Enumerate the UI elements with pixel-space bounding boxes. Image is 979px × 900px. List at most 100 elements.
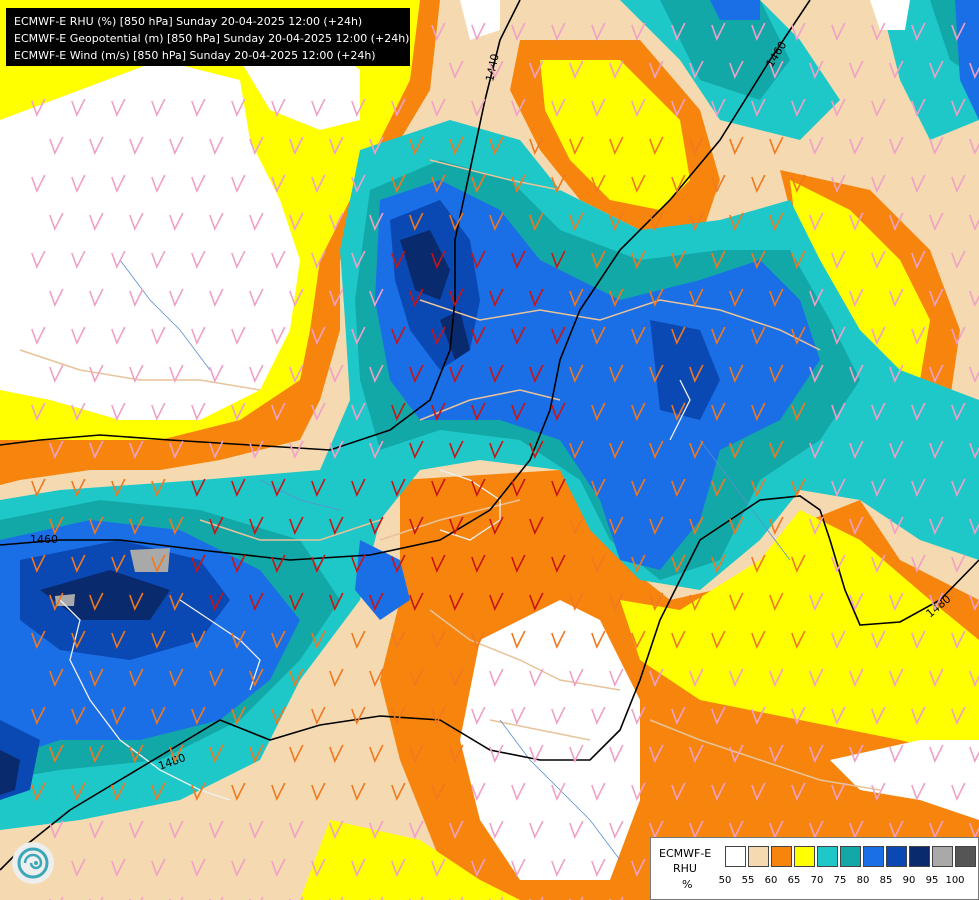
wind-barb	[871, 782, 886, 802]
wind-barb	[431, 706, 446, 726]
wind-barb	[471, 478, 486, 498]
wind-barb	[791, 98, 806, 118]
wind-barb	[831, 174, 846, 194]
wind-barb	[249, 592, 264, 612]
wind-barb	[391, 630, 406, 650]
wind-barb	[329, 592, 344, 612]
wind-barb	[889, 364, 904, 384]
legend-swatch	[909, 846, 930, 867]
wind-barb	[631, 630, 646, 650]
wind-barb	[631, 782, 646, 802]
wind-barb	[809, 212, 824, 232]
wind-barb	[591, 174, 606, 194]
wind-barb	[31, 402, 46, 422]
ecmwf-swirl-icon	[12, 842, 54, 884]
wind-barb	[929, 136, 944, 156]
wind-barb	[129, 820, 144, 840]
wind-barb	[431, 22, 446, 42]
wind-barb	[311, 98, 326, 118]
wind-barb	[809, 136, 824, 156]
wind-barb	[49, 364, 64, 384]
wind-barb	[969, 214, 979, 232]
wind-barb	[889, 60, 904, 80]
wind-barb	[369, 364, 384, 384]
wind-barb	[369, 592, 384, 612]
wind-barb	[391, 478, 406, 498]
wind-barb	[311, 326, 326, 346]
wind-barb	[729, 60, 744, 80]
wind-barb	[431, 326, 446, 346]
wind-barb	[911, 98, 926, 118]
wind-barb	[111, 630, 126, 650]
wind-barb	[369, 136, 384, 156]
wind-barb	[889, 668, 904, 688]
wind-barb	[351, 478, 366, 498]
wind-barb	[631, 98, 646, 118]
wind-barb	[911, 250, 926, 270]
title-line-wind: ECMWF-E Wind (m/s) [850 hPa] Sunday 20-0…	[14, 49, 376, 62]
wind-barb	[671, 478, 686, 498]
wind-barb	[649, 288, 664, 308]
legend-variable-label: RHU	[673, 862, 697, 875]
wind-barb	[951, 706, 966, 726]
wind-barb	[209, 592, 224, 612]
wind-barb	[231, 478, 246, 498]
wind-barb	[209, 136, 224, 156]
wind-barb	[951, 250, 966, 270]
wind-barb	[849, 744, 864, 764]
wind-barb	[271, 174, 286, 194]
wind-barb	[809, 516, 824, 536]
wind-barb	[551, 630, 566, 650]
wind-barb	[471, 858, 486, 878]
wind-barb	[231, 402, 246, 422]
wind-barb	[49, 820, 64, 840]
wind-barb	[449, 592, 464, 612]
wind-barb	[871, 402, 886, 422]
wind-barb	[191, 554, 206, 574]
wind-barb	[671, 630, 686, 650]
wind-barb	[409, 668, 424, 688]
wind-barb	[809, 592, 824, 612]
wind-barb	[231, 554, 246, 574]
legend-tick-label: 75	[833, 875, 847, 886]
wind-barb	[969, 746, 979, 764]
wind-barb	[151, 402, 166, 422]
wind-barb	[489, 668, 504, 688]
wind-barb	[449, 820, 464, 840]
wind-barb	[209, 440, 224, 460]
wind-barb	[711, 326, 726, 346]
wind-barb	[249, 440, 264, 460]
wind-barb	[369, 820, 384, 840]
wind-barb	[489, 288, 504, 308]
wind-barb	[511, 402, 526, 422]
wind-barb	[831, 402, 846, 422]
wind-barb	[831, 326, 846, 346]
legend-tick-label: 60	[764, 875, 778, 886]
wind-barb	[151, 554, 166, 574]
wind-barb	[769, 744, 784, 764]
wind-barb	[329, 440, 344, 460]
wind-barb	[889, 516, 904, 536]
wind-barb	[751, 402, 766, 422]
wind-barb	[871, 250, 886, 270]
geopotential-contours	[0, 0, 979, 871]
wind-barb	[569, 440, 584, 460]
wind-barb	[791, 174, 806, 194]
wind-barb	[889, 136, 904, 156]
wind-barb	[569, 744, 584, 764]
wind-barb	[71, 402, 86, 422]
wind-barb	[711, 174, 726, 194]
wind-barb	[271, 858, 286, 878]
wind-barb	[649, 668, 664, 688]
wind-barb	[391, 858, 406, 878]
wind-barb	[591, 22, 606, 42]
wind-barb	[889, 212, 904, 232]
wind-barb	[551, 706, 566, 726]
wind-barb	[671, 782, 686, 802]
legend-swatch	[771, 846, 792, 867]
wind-barb	[729, 668, 744, 688]
title-line-rhu: ECMWF-E RHU (%) [850 hPa] Sunday 20-04-2…	[14, 15, 363, 28]
wind-barb	[751, 98, 766, 118]
wind-barb	[671, 326, 686, 346]
